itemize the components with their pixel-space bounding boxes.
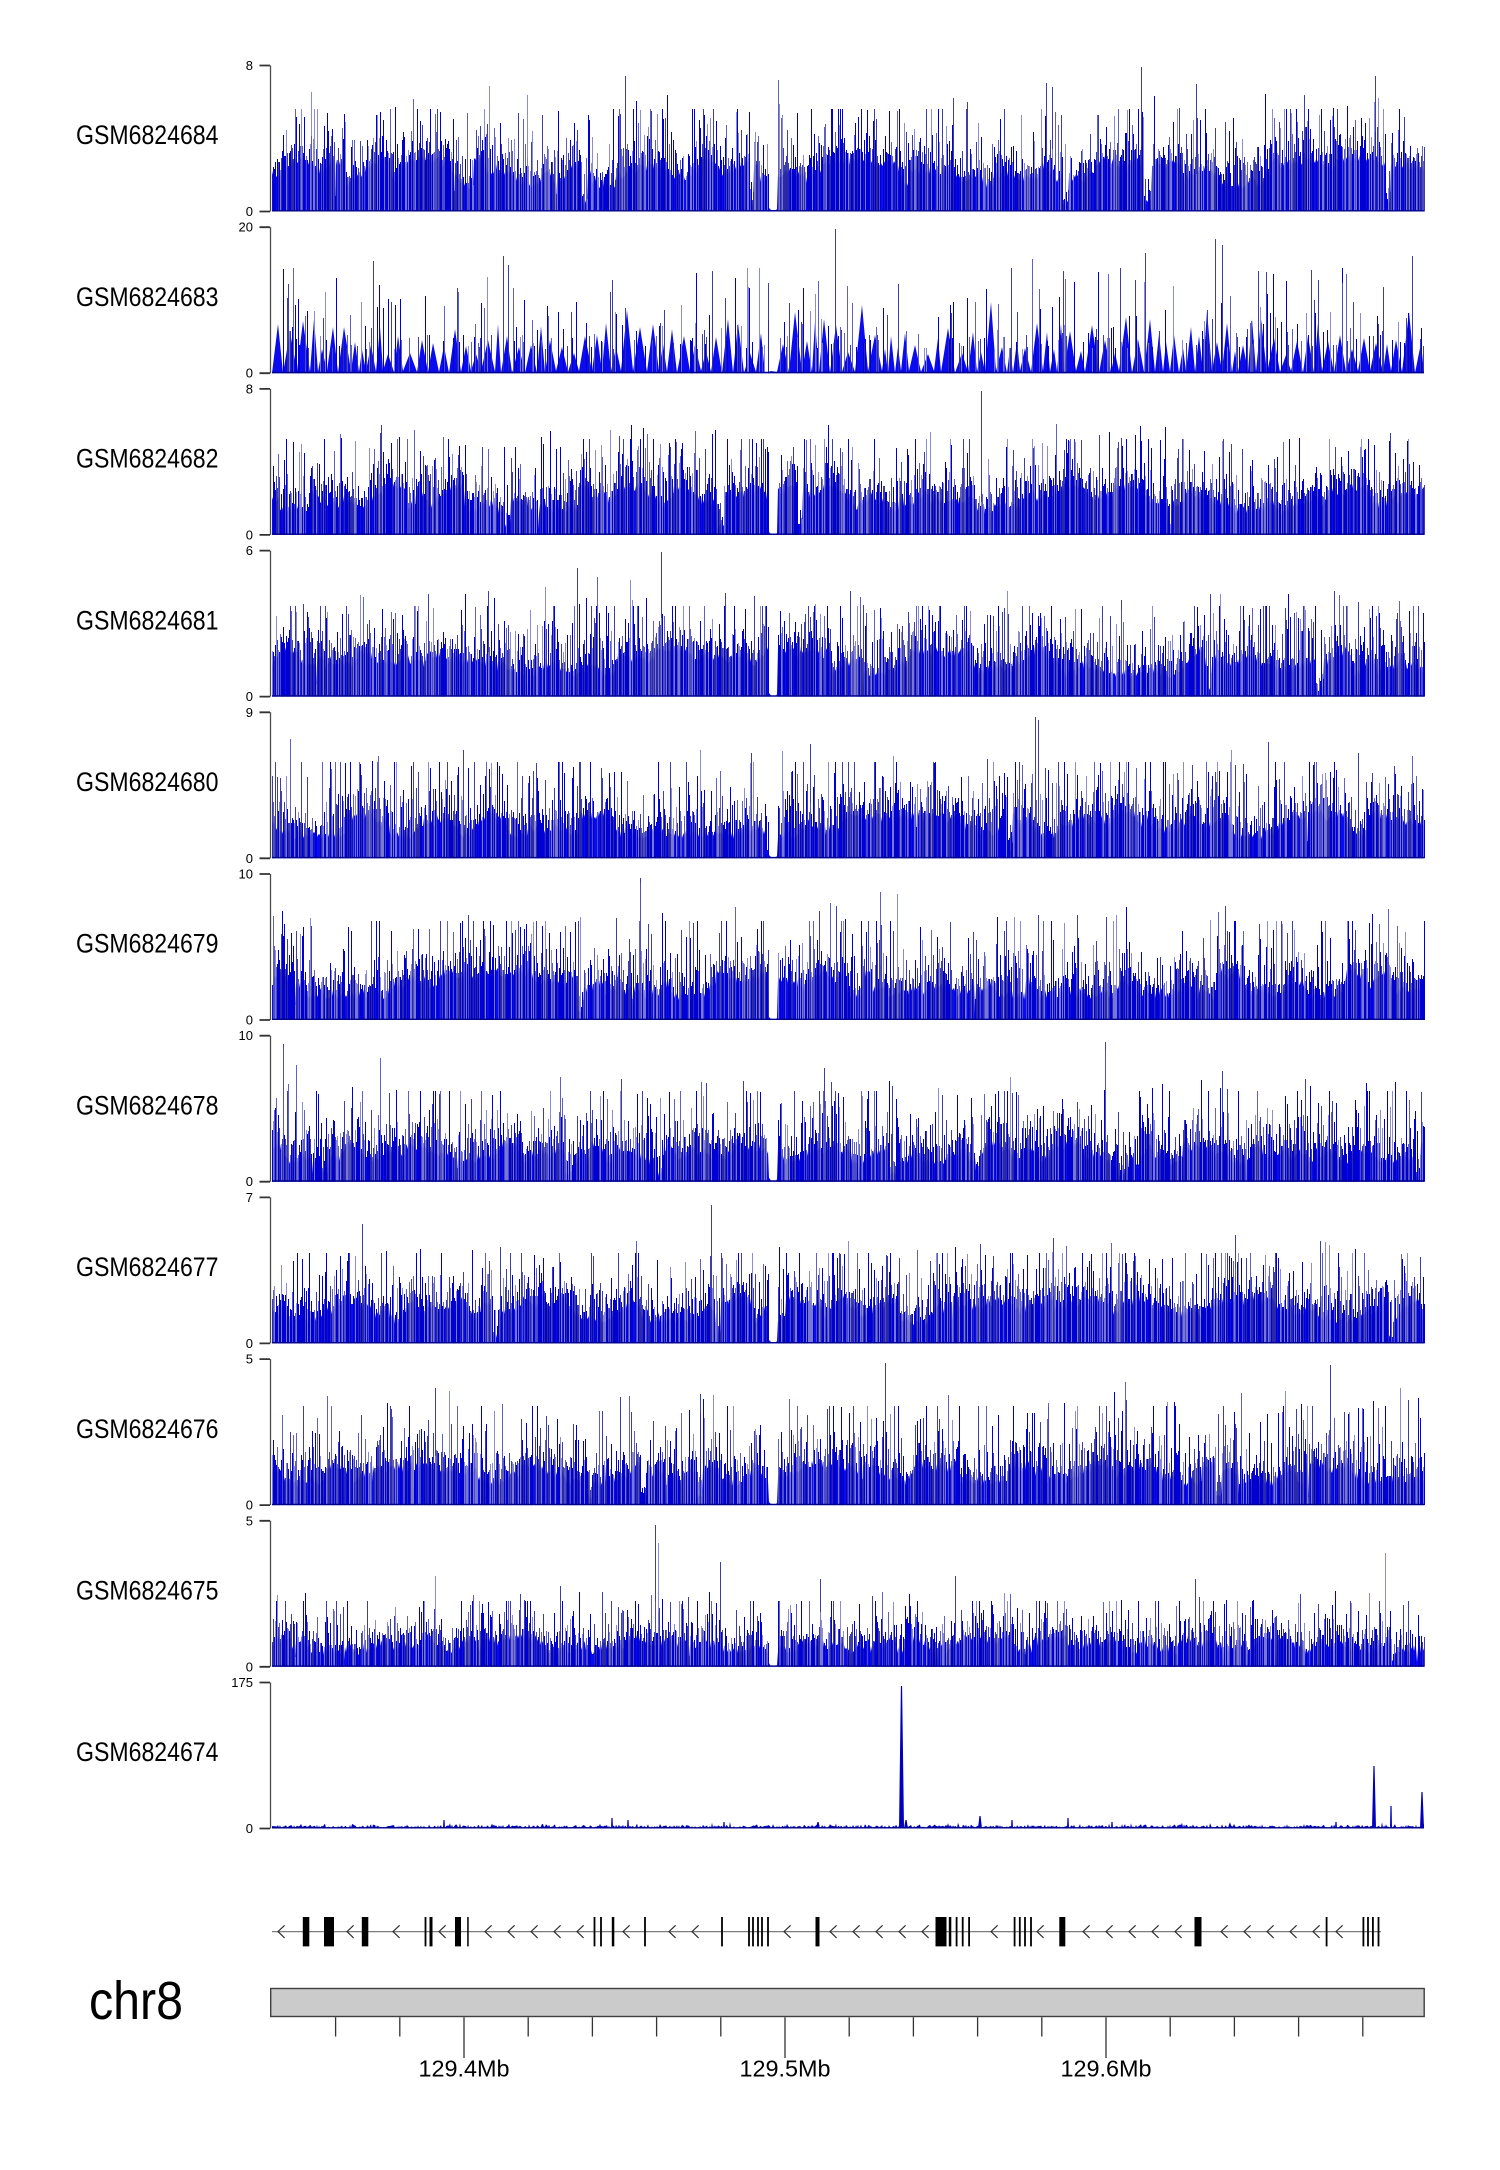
- svg-text:GSM6824680: GSM6824680: [76, 767, 219, 797]
- svg-text:0: 0: [246, 527, 253, 542]
- svg-text:129.4Mb: 129.4Mb: [418, 2056, 509, 2082]
- svg-text:GSM6824678: GSM6824678: [76, 1090, 219, 1120]
- svg-text:10: 10: [239, 867, 253, 882]
- svg-text:0: 0: [246, 1659, 253, 1674]
- svg-text:GSM6824679: GSM6824679: [76, 929, 219, 959]
- svg-text:5: 5: [246, 1513, 253, 1528]
- svg-text:0: 0: [246, 1174, 253, 1189]
- svg-text:9: 9: [246, 705, 253, 720]
- svg-text:7: 7: [246, 1190, 253, 1205]
- svg-text:129.5Mb: 129.5Mb: [739, 2056, 830, 2082]
- svg-text:GSM6824677: GSM6824677: [76, 1252, 219, 1282]
- svg-text:GSM6824681: GSM6824681: [76, 605, 219, 635]
- svg-text:GSM6824675: GSM6824675: [76, 1576, 219, 1606]
- svg-text:GSM6824676: GSM6824676: [76, 1414, 219, 1444]
- svg-text:0: 0: [246, 204, 253, 219]
- svg-text:0: 0: [246, 851, 253, 866]
- svg-text:6: 6: [246, 543, 253, 558]
- svg-text:0: 0: [246, 1821, 253, 1836]
- svg-text:GSM6824683: GSM6824683: [76, 282, 219, 312]
- svg-text:8: 8: [246, 58, 253, 73]
- svg-text:129.6Mb: 129.6Mb: [1060, 2056, 1151, 2082]
- svg-text:5: 5: [246, 1352, 253, 1367]
- svg-text:8: 8: [246, 381, 253, 396]
- svg-text:10: 10: [239, 1028, 253, 1043]
- svg-text:0: 0: [246, 689, 253, 704]
- svg-text:0: 0: [246, 366, 253, 381]
- svg-text:0: 0: [246, 1336, 253, 1351]
- svg-text:20: 20: [239, 220, 253, 235]
- svg-text:GSM6824674: GSM6824674: [76, 1737, 219, 1767]
- svg-text:175: 175: [231, 1675, 253, 1690]
- svg-text:GSM6824684: GSM6824684: [76, 120, 219, 150]
- svg-text:GSM6824682: GSM6824682: [76, 444, 219, 474]
- svg-text:0: 0: [246, 1498, 253, 1513]
- svg-text:chr8: chr8: [89, 1971, 183, 2031]
- svg-text:0: 0: [246, 1013, 253, 1028]
